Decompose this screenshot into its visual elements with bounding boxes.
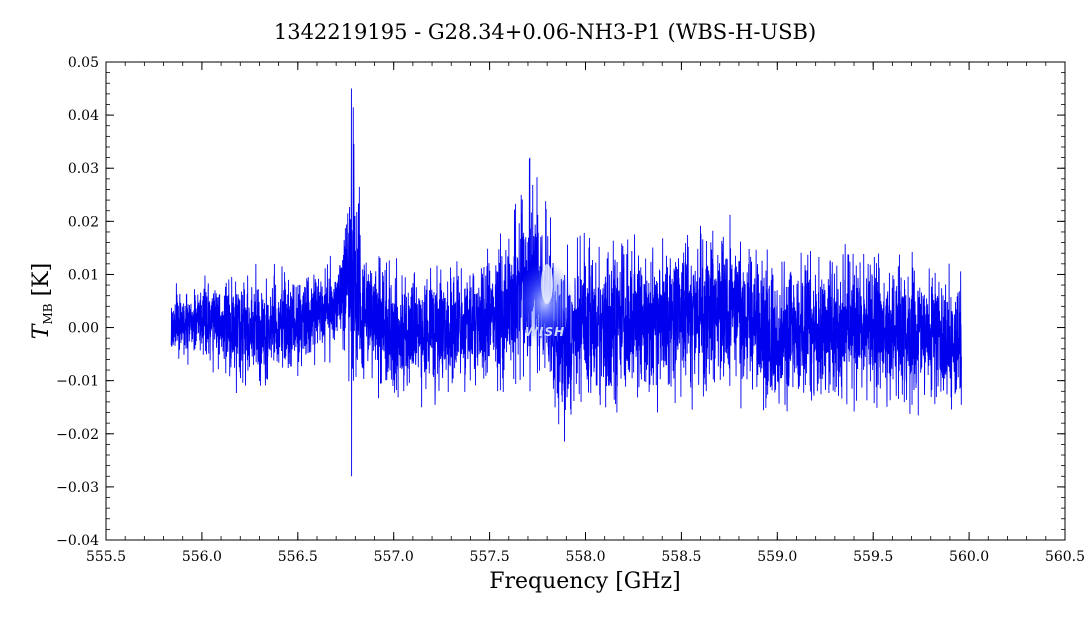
y-axis: −0.04 −0.03 −0.02 −0.01 0.00 0.01 0.02 0.03 0.04… bbox=[56, 55, 1065, 549]
y-tick-label: 0.04 bbox=[68, 108, 99, 124]
y-tick-label: −0.04 bbox=[56, 533, 99, 549]
x-axis: 555.5 556.0 556.5 557.0 557.5 558.0 558.5 559.0… bbox=[86, 62, 1085, 565]
y-axis-title-symbol: T bbox=[29, 322, 54, 339]
watermark-label: WISH bbox=[525, 325, 565, 339]
x-tick-label: 556.5 bbox=[278, 549, 318, 565]
x-tick-label: 556.0 bbox=[182, 549, 222, 565]
chart-title: 1342219195 - G28.34+0.06-NH3-P1 (WBS-H-U… bbox=[274, 20, 816, 44]
svg-text:TMB [K]: TMB [K] bbox=[29, 263, 55, 339]
y-axis-title: TMB [K] bbox=[29, 263, 55, 339]
y-tick-label: −0.03 bbox=[56, 480, 99, 496]
x-tick-label: 557.5 bbox=[470, 549, 510, 565]
x-tick-label: 558.0 bbox=[565, 549, 605, 565]
y-tick-label: 0.03 bbox=[68, 161, 99, 177]
wish-watermark: WISH bbox=[515, 261, 575, 345]
y-tick-label: −0.02 bbox=[56, 427, 99, 443]
x-tick-label: 560.0 bbox=[949, 549, 989, 565]
x-tick-label: 555.5 bbox=[86, 549, 126, 565]
y-tick-label: 0.01 bbox=[68, 267, 99, 283]
x-tick-label: 560.5 bbox=[1045, 549, 1085, 565]
y-axis-title-unit: [K] bbox=[29, 263, 54, 304]
y-tick-label: 0.05 bbox=[68, 55, 99, 71]
x-tick-label: 559.5 bbox=[853, 549, 893, 565]
y-tick-label: −0.01 bbox=[56, 374, 99, 390]
x-tick-label: 557.0 bbox=[374, 549, 414, 565]
y-tick-label: 0.00 bbox=[68, 321, 99, 337]
y-axis-title-subscript: MB bbox=[41, 303, 55, 324]
x-tick-label: 559.0 bbox=[757, 549, 797, 565]
x-tick-label: 558.5 bbox=[661, 549, 701, 565]
x-axis-title: Frequency [GHz] bbox=[489, 569, 681, 594]
y-tick-label: 0.02 bbox=[68, 214, 99, 230]
